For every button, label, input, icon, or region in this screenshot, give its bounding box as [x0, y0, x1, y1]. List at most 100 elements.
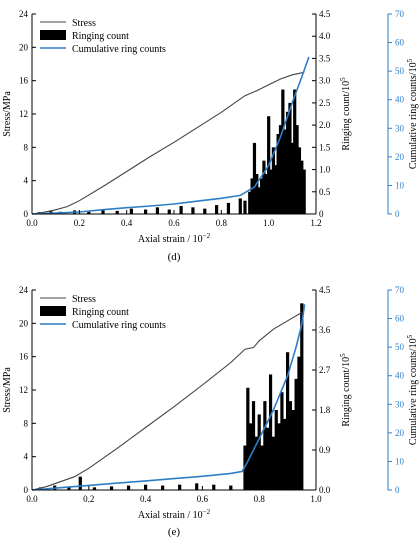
x-tick-label: 0.8 [216, 218, 228, 228]
ringing-count-bar [243, 200, 247, 214]
ringing-count-bar [115, 210, 119, 214]
ringing-count-bar [179, 206, 183, 214]
ringing-count-bar [283, 129, 287, 214]
ringing-count-bar [274, 410, 278, 490]
ringing-count-bar [286, 352, 290, 490]
ringing-count-bar [283, 418, 287, 490]
left-tick-label: 20 [19, 318, 29, 328]
legend-stress-label: Stress [72, 18, 96, 29]
right-axis-1-title-text: Ringing count/10 [341, 357, 352, 427]
ringing-count-bar [262, 160, 266, 214]
right-1-tick-label: 3.6 [319, 325, 331, 335]
right-2-tick-label: 50 [395, 66, 405, 76]
legend-ringing-label: Ringing count [72, 307, 129, 318]
ringing-count-bar [286, 111, 290, 214]
ringing-count-bar [297, 147, 302, 214]
ringing-count-bar [295, 125, 299, 214]
chart-panel-d: 0.0 0.2 0.4 0.6 0.8 1.0 1.20481216202400.51.01… [2, 9, 419, 263]
x-tick-label: 0.6 [197, 494, 209, 504]
left-tick-label: 24 [19, 9, 29, 19]
ringing-count-bar [167, 209, 171, 214]
right-1-tick-label: 3.0 [319, 76, 331, 86]
ringing-count-bar [178, 484, 182, 490]
ringing-count-bar [248, 191, 252, 214]
x-tick-label: 0.2 [74, 218, 85, 228]
ringing-count-bar [109, 486, 114, 490]
chart-panel-e: 0.0 0.2 0.4 0.6 0.8 1.0 0 4 8 12 16 20 24 0.0 0.9 1.8 2.… [2, 285, 419, 538]
x-tick-label: 0.0 [26, 494, 38, 504]
right-axis-1-title: Ringing count/105 [339, 77, 352, 151]
ringing-count-bar [161, 485, 165, 490]
legend-ringing-label: Ringing count [72, 31, 129, 42]
ringing-count-bar [251, 401, 256, 490]
ringing-count-bar [215, 205, 219, 214]
right-1-tick-label: 2.5 [319, 98, 331, 108]
ringing-count-bar [269, 169, 273, 214]
ringing-count-bar [281, 89, 285, 214]
right-1-tick-label: 4.5 [319, 9, 331, 19]
ringing-count-bar [300, 160, 304, 214]
ringing-count-bar [257, 414, 261, 490]
ringing-count-bar [257, 187, 261, 214]
ringing-count-bar [266, 427, 270, 490]
right-2-tick-label: 60 [395, 314, 405, 324]
right-axis-1-title-exp: 5 [339, 77, 347, 81]
legend-ringing-swatch [40, 306, 66, 316]
right-axis-2-title-text: Cumulative ring counts/10 [408, 338, 419, 445]
x-tick-label: 0.4 [121, 218, 133, 228]
ringing-count-bar [252, 142, 257, 214]
right-axis-2-title: Cumulative ring counts/105 [406, 58, 419, 169]
right-2-tick-label: 30 [395, 399, 405, 409]
left-tick-label: 24 [19, 285, 29, 295]
right-1-tick-label: 1.5 [319, 142, 331, 152]
x-axis-title: Axial strain / 10−2 [138, 232, 211, 245]
ringing-count-bar [254, 436, 258, 490]
ringing-count-bar [274, 165, 278, 214]
ringing-count-bar [246, 387, 250, 490]
right-1-tick-label: 3.5 [319, 53, 331, 63]
ringing-count-bar [280, 392, 284, 490]
ringing-count-bar [277, 423, 281, 490]
ringing-count-bar [293, 89, 297, 214]
x-tick-label: 1.2 [310, 218, 321, 228]
ringing-count-bar [264, 174, 268, 214]
left-tick-label: 0 [24, 209, 29, 219]
ringing-count-bar [144, 209, 148, 214]
x-axis-title-exp: −2 [203, 232, 211, 240]
ringing-count-bar [288, 401, 293, 490]
ringing-count-bar [203, 208, 207, 214]
right-axis-1-title: Ringing count/105 [339, 353, 352, 427]
x-tick-label: 1.0 [263, 218, 275, 228]
ringing-count-bar [195, 483, 199, 490]
right-1-tick-label: 1.0 [319, 165, 331, 175]
ringing-count-bar [126, 485, 131, 490]
ringing-count-bar [263, 401, 267, 490]
panel-label: (d) [168, 251, 181, 263]
left-axis-title: Stress/MPa [2, 367, 13, 413]
ringing-count-bar [101, 209, 105, 214]
cumulative-ring-counts-line [31, 56, 310, 215]
legend-stress-label: Stress [72, 294, 96, 305]
right-1-tick-label: 0.5 [319, 187, 331, 197]
right-2-tick-label: 30 [395, 123, 405, 133]
right-axis-2-title: Cumulative ring counts/105 [406, 334, 419, 445]
legend-ringing-swatch [40, 30, 66, 40]
right-2-tick-label: 50 [395, 342, 405, 352]
left-tick-label: 4 [24, 176, 29, 186]
ringing-count-bar [260, 445, 264, 490]
ringing-count-bar [291, 410, 295, 490]
ringing-count-bar [238, 198, 242, 214]
right-2-tick-label: 10 [395, 456, 405, 466]
ringing-count-bar [297, 356, 301, 490]
right-2-tick-label: 0 [395, 209, 400, 219]
ringing-count-bar [155, 207, 160, 214]
ringing-count-bar [290, 142, 294, 214]
left-tick-label: 20 [19, 42, 29, 52]
x-axis-title-text: Axial strain / 10 [138, 510, 203, 521]
ringing-count-bar [302, 169, 306, 214]
right-1-tick-label: 0 [319, 209, 324, 219]
ringing-count-bar [300, 303, 304, 490]
x-axis-title: Axial strain / 10−2 [138, 508, 211, 521]
right-1-tick-label: 4.0 [319, 31, 331, 41]
